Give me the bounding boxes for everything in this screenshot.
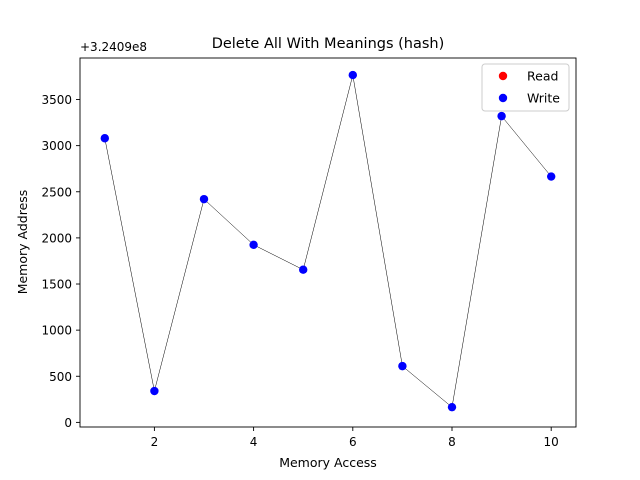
data-point-write <box>199 194 209 204</box>
legend: Read Write <box>481 63 570 112</box>
x-axis-label: Memory Access <box>279 455 377 470</box>
legend-marker-read <box>498 71 508 81</box>
y-tick-label: 500 <box>49 370 72 384</box>
data-point-write <box>547 172 556 181</box>
data-point-write <box>249 240 258 250</box>
data-point-write <box>447 402 457 412</box>
data-point-write <box>497 111 506 121</box>
x-tick-label: 10 <box>544 435 559 449</box>
data-points-layer <box>100 70 556 412</box>
data-point-write <box>100 134 110 143</box>
x-tick-label: 8 <box>448 435 456 449</box>
plot-area <box>80 58 576 427</box>
legend-label-read: Read <box>527 69 558 84</box>
data-point-write <box>348 70 357 80</box>
chart-title: Delete All With Meanings (hash) <box>212 36 445 52</box>
ticks: 2 4 6 8 10 0 500 1000 1500 2000 2500 3000 3500 <box>41 93 558 449</box>
y-tick-label: 2000 <box>41 231 72 245</box>
data-point-write <box>299 265 308 274</box>
series-connecting-line <box>104 75 552 408</box>
x-tick-label: 4 <box>250 435 258 449</box>
x-tick-label: 6 <box>349 435 357 449</box>
y-tick-label: 3500 <box>41 93 72 107</box>
legend-marker-write <box>498 93 508 103</box>
y-tick-label: 2500 <box>41 185 72 199</box>
y-axis-offset-label: +3.2409e8 <box>80 40 147 54</box>
connecting-line-layer <box>104 75 552 408</box>
x-tick-label: 2 <box>151 435 159 449</box>
y-tick-label: 0 <box>64 416 72 430</box>
data-point-write <box>398 361 407 371</box>
y-tick-label: 3000 <box>41 139 72 153</box>
y-tick-label: 1500 <box>41 278 72 292</box>
y-tick-label: 1000 <box>41 324 72 338</box>
y-axis-label: Memory Address <box>15 190 30 295</box>
data-point-write <box>150 386 159 396</box>
axes <box>79 57 577 428</box>
axes-frame <box>79 57 577 428</box>
legend-label-write: Write <box>527 91 560 106</box>
